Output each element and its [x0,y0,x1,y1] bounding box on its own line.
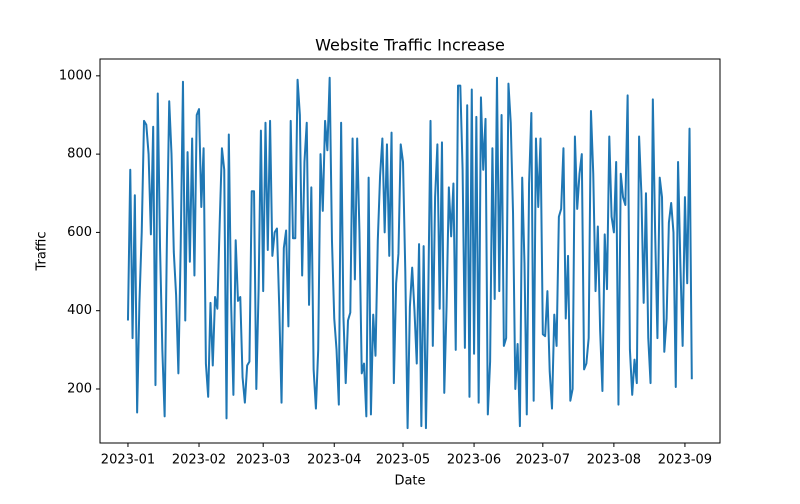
y-tick-label: 1000 [59,68,92,83]
x-tick-label: 2023-09 [658,453,712,468]
y-tick-label: 200 [67,381,92,396]
x-tick-label: 2023-04 [307,453,361,468]
x-axis-label: Date [394,474,425,489]
plot-frame [99,58,721,444]
chart-title: Website Traffic Increase [315,36,505,55]
x-tick-label: 2023-08 [587,453,641,468]
y-tick-label: 800 [67,147,92,162]
x-tick-label: 2023-02 [172,453,226,468]
y-axis-label: Traffic [35,231,50,271]
x-tick-label: 2023-06 [447,453,501,468]
data-line [126,76,693,430]
x-tick-label: 2023-03 [236,453,290,468]
x-tick-label: 2023-05 [376,453,430,468]
y-tick-label: 600 [67,225,92,240]
x-tick-label: 2023-07 [516,453,570,468]
x-tick-label: 2023-01 [101,453,155,468]
y-tick-label: 400 [67,303,92,318]
